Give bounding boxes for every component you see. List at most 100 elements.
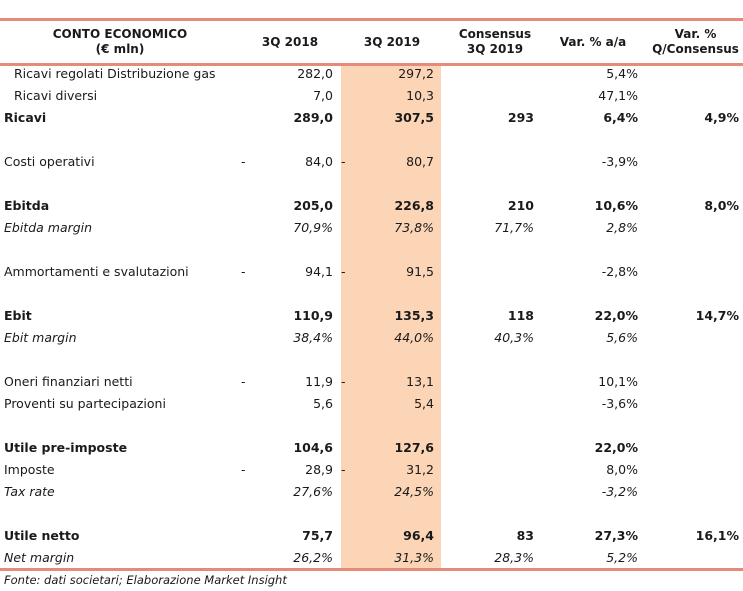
cell-3q2019: 307,5 [394,110,434,125]
negative-sign-3q2018: - [241,462,246,477]
cell-3q2019: 44,0% [394,330,434,345]
row-label: Ebitda margin [4,220,93,235]
cell-consensus: 71,7% [494,220,534,235]
row-label: Ricavi [4,110,47,125]
bottom-rule [0,568,743,571]
cell-3q2019: 73,8% [394,220,434,235]
row-label: Ebit [4,308,32,323]
cell-3q2019: 91,5 [406,264,434,279]
cell-var-aa: 10,6% [594,198,638,213]
cell-var-aa: -2,8% [601,264,638,279]
row-label: Ebitda [4,198,50,213]
cell-3q2019: 297,2 [398,66,434,81]
cell-3q2018: 104,6 [293,440,333,455]
header-title: CONTO ECONOMICO [52,27,188,41]
header-rule [0,63,743,66]
cell-var-aa: 5,2% [606,550,638,565]
cell-var-aa: 8,0% [606,462,638,477]
cell-var-aa: 27,3% [594,528,638,543]
cell-var-aa: 22,0% [594,308,638,323]
cell-consensus: 293 [507,110,534,125]
header-consensus: Consensus 3Q 2019 [445,27,545,57]
cell-3q2019: 13,1 [406,374,434,389]
cell-3q2019: 24,5% [394,484,434,499]
cell-3q2019: 31,3% [394,550,434,565]
cell-3q2018: 70,9% [293,220,333,235]
row-label: Imposte [4,462,55,477]
cell-consensus: 40,3% [494,330,534,345]
row-label: Oneri finanziari netti [4,374,133,389]
row-label: Proventi su partecipazioni [4,396,166,411]
cell-3q2019: 10,3 [406,88,434,103]
cell-var-consensus: 14,7% [695,308,739,323]
row-label: Tax rate [4,484,55,499]
row-label: Ammortamenti e svalutazioni [4,264,189,279]
row-label: Ricavi regolati Distribuzione gas [14,66,216,81]
row-label: Ebit margin [4,330,77,345]
negative-sign-3q2019: - [341,462,346,477]
header-consensus-line2: 3Q 2019 [466,42,524,56]
cell-3q2019: 80,7 [406,154,434,169]
cell-var-aa: 47,1% [598,88,638,103]
cell-3q2018: 26,2% [293,550,333,565]
header-var-consensus: Var. % Q/Consensus [648,27,743,57]
cell-consensus: 118 [507,308,534,323]
highlight-column-3q2019 [341,66,441,569]
cell-3q2018: 7,0 [313,88,333,103]
cell-var-aa: 5,4% [606,66,638,81]
header-3q2019: 3Q 2019 [344,35,440,50]
row-label: Utile pre-imposte [4,440,128,455]
negative-sign-3q2018: - [241,374,246,389]
cell-3q2018: 5,6 [313,396,333,411]
cell-3q2018: 205,0 [293,198,333,213]
negative-sign-3q2019: - [341,154,346,169]
cell-3q2018: 84,0 [305,154,333,169]
cell-3q2018: 94,1 [305,264,333,279]
header-var-consensus-line1: Var. % [674,27,717,41]
cell-3q2018: 38,4% [293,330,333,345]
cell-3q2018: 27,6% [293,484,333,499]
cell-consensus: 210 [507,198,534,213]
cell-3q2019: 135,3 [394,308,434,323]
cell-3q2019: 226,8 [394,198,434,213]
row-label: Utile netto [4,528,80,543]
top-rule [0,18,743,21]
header-var-consensus-line2: Q/Consensus [652,42,739,56]
cell-var-aa: 6,4% [603,110,638,125]
cell-var-consensus: 16,1% [695,528,739,543]
header-3q2018-label: 3Q 2018 [261,35,319,49]
header-unit: (€ mln) [95,42,145,56]
header-3q2018: 3Q 2018 [245,35,335,50]
cell-var-aa: 22,0% [594,440,638,455]
source-note: Fonte: dati societari; Elaborazione Mark… [4,573,287,587]
cell-var-aa: -3,9% [601,154,638,169]
row-label: Net margin [4,550,75,565]
header-consensus-line1: Consensus [458,27,532,41]
negative-sign-3q2018: - [241,264,246,279]
cell-consensus: 83 [516,528,534,543]
cell-var-aa: 5,6% [606,330,638,345]
cell-var-aa: 10,1% [598,374,638,389]
row-label: Ricavi diversi [14,88,98,103]
cell-3q2018: 11,9 [305,374,333,389]
header-3q2019-label: 3Q 2019 [363,35,421,49]
negative-sign-3q2018: - [241,154,246,169]
negative-sign-3q2019: - [341,374,346,389]
cell-var-aa: -3,2% [601,484,638,499]
cell-var-consensus: 8,0% [704,198,739,213]
cell-3q2018: 28,9 [305,462,333,477]
cell-3q2018: 75,7 [302,528,333,543]
cell-3q2018: 110,9 [293,308,333,323]
cell-var-consensus: 4,9% [704,110,739,125]
header-var-aa-label: Var. % a/a [559,35,627,49]
cell-3q2019: 127,6 [394,440,434,455]
cell-3q2019: 5,4 [414,396,434,411]
header-var-aa: Var. % a/a [548,35,638,50]
cell-3q2018: 289,0 [293,110,333,125]
cell-3q2019: 96,4 [403,528,434,543]
cell-3q2018: 282,0 [297,66,333,81]
cell-consensus: 28,3% [494,550,534,565]
cell-3q2019: 31,2 [406,462,434,477]
cell-var-aa: 2,8% [606,220,638,235]
cell-var-aa: -3,6% [601,396,638,411]
